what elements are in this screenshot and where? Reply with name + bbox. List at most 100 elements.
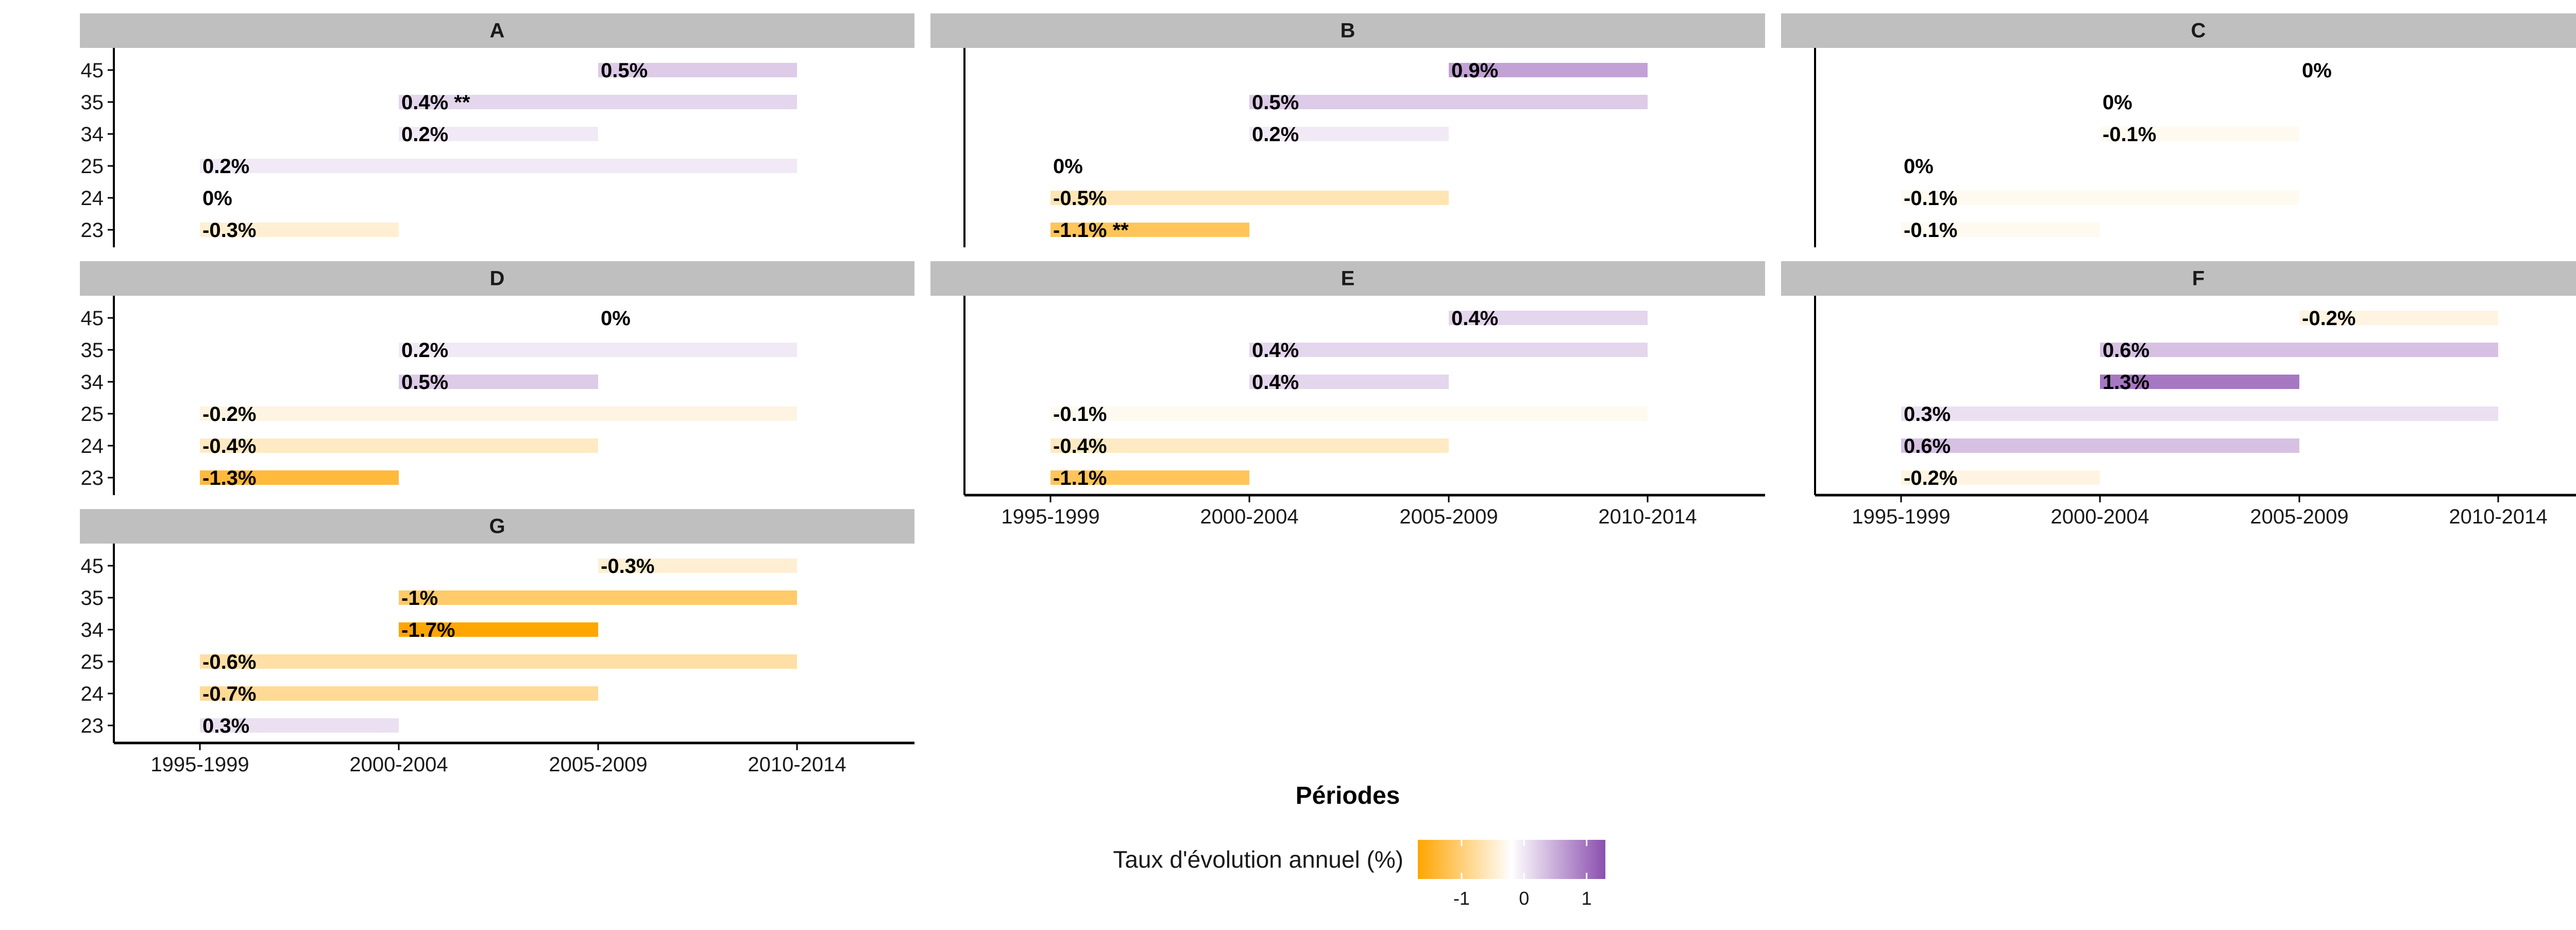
y-tick-label: 23 (81, 467, 104, 489)
y-tick-label: 24 (81, 683, 104, 705)
bar-c-34 (2100, 127, 2299, 141)
panel-strip-g (80, 509, 914, 544)
y-tick-label: 35 (81, 587, 104, 610)
y-tick-label: 24 (81, 435, 104, 458)
bar-label-f-35: 0.6% (2103, 339, 2149, 362)
bar-label-b-34: 0.2% (1252, 123, 1299, 146)
bar-label-f-34: 1.3% (2103, 371, 2149, 394)
y-tick-label: 34 (81, 123, 104, 146)
bar-d-35 (399, 343, 797, 357)
x-tick-label: 2000-2004 (349, 753, 448, 776)
legend-tick-label: -1 (1453, 888, 1470, 909)
x-tick-label: 1995-1999 (1852, 505, 1950, 528)
bar-a-45 (598, 63, 797, 77)
bar-label-c-34: -0.1% (2103, 123, 2157, 146)
bar-g-45 (598, 559, 797, 573)
bar-label-e-25: -0.1% (1053, 403, 1107, 426)
panel-strip-f (1781, 261, 2576, 296)
bar-d-34 (399, 375, 598, 389)
x-axis-title: Périodes (1296, 782, 1400, 809)
y-tick-label: 23 (81, 219, 104, 242)
panel-strip-d (80, 261, 914, 296)
bar-label-c-24: -0.1% (1904, 187, 1958, 210)
y-tick-label: 45 (81, 307, 104, 330)
bar-b-34 (1249, 127, 1449, 141)
panel-title-b: B (1341, 20, 1355, 42)
y-tick-label: 25 (81, 651, 104, 673)
bar-label-c-35: 0% (2103, 91, 2132, 114)
bar-label-e-45: 0.4% (1451, 307, 1498, 330)
bar-label-a-34: 0.2% (401, 123, 448, 146)
panel-strip-c (1781, 13, 2576, 48)
x-tick-label: 2005-2009 (2250, 505, 2348, 528)
bar-b-35 (1249, 95, 1648, 109)
bar-c-25 (1901, 159, 2498, 173)
panel-title-d: D (490, 267, 505, 290)
bar-d-45 (598, 311, 797, 325)
bar-label-a-23: -0.3% (202, 219, 257, 242)
x-tick-label: 2005-2009 (549, 753, 647, 776)
x-tick-label: 1995-1999 (150, 753, 249, 776)
bar-g-35 (399, 590, 797, 605)
bar-label-d-34: 0.5% (401, 371, 448, 394)
y-tick-label: 34 (81, 619, 104, 641)
bar-label-g-45: -0.3% (601, 555, 655, 578)
y-tick-label: 35 (81, 91, 104, 114)
legend-tick-label: 1 (1582, 888, 1592, 909)
bar-d-23 (200, 470, 399, 485)
bar-c-35 (2100, 95, 2498, 109)
bar-f-34 (2100, 375, 2299, 389)
legend-title: Taux d'évolution annuel (%) (1113, 846, 1403, 873)
bar-e-34 (1249, 375, 1449, 389)
bar-e-24 (1050, 438, 1449, 453)
x-tick-label: 2010-2014 (748, 753, 846, 776)
y-tick-label: 24 (81, 187, 104, 210)
x-tick-label: 2000-2004 (2050, 505, 2149, 528)
legend-tick-label: 0 (1519, 888, 1529, 909)
bar-label-c-25: 0% (1904, 155, 1934, 178)
bar-e-35 (1249, 343, 1648, 357)
bar-label-g-25: -0.6% (202, 651, 257, 673)
bar-label-a-25: 0.2% (202, 155, 249, 178)
bar-a-34 (399, 127, 598, 141)
panel-title-a: A (490, 20, 505, 42)
bar-label-e-24: -0.4% (1053, 435, 1107, 458)
bar-label-b-25: 0% (1053, 155, 1083, 178)
bar-d-24 (200, 438, 598, 453)
panel-strip-b (930, 13, 1765, 48)
bar-label-b-45: 0.9% (1451, 59, 1498, 82)
x-tick-label: 2010-2014 (1598, 505, 1697, 528)
bar-a-35 (399, 95, 797, 109)
x-tick-label: 1995-1999 (1001, 505, 1099, 528)
bar-c-23 (1901, 223, 2100, 237)
bar-a-25 (200, 159, 797, 173)
bar-label-g-24: -0.7% (202, 683, 257, 705)
bar-b-24 (1050, 191, 1449, 205)
bar-label-d-24: -0.4% (202, 435, 257, 458)
bar-label-d-35: 0.2% (401, 339, 448, 362)
bar-label-a-24: 0% (202, 187, 232, 210)
x-tick-label: 2005-2009 (1399, 505, 1498, 528)
bar-b-25 (1050, 159, 1648, 173)
panel-strip-a (80, 13, 914, 48)
bar-label-e-34: 0.4% (1252, 371, 1299, 394)
bar-label-f-24: 0.6% (1904, 435, 1951, 458)
bar-label-f-25: 0.3% (1904, 403, 1951, 426)
y-tick-label: 45 (81, 555, 104, 578)
bar-c-45 (2299, 63, 2498, 77)
y-tick-label: 34 (81, 371, 104, 394)
bar-label-e-35: 0.4% (1252, 339, 1299, 362)
bar-a-23 (200, 223, 399, 237)
bar-b-45 (1449, 63, 1648, 77)
bar-label-d-45: 0% (601, 307, 631, 330)
y-tick-label: 35 (81, 339, 104, 362)
panel-title-c: C (2191, 20, 2206, 42)
bar-g-25 (200, 654, 797, 669)
bar-g-34 (399, 622, 598, 637)
bar-e-23 (1050, 470, 1249, 485)
bar-f-24 (1901, 438, 2299, 453)
bar-label-f-23: -0.2% (1904, 467, 1958, 489)
bar-c-24 (1901, 191, 2299, 205)
